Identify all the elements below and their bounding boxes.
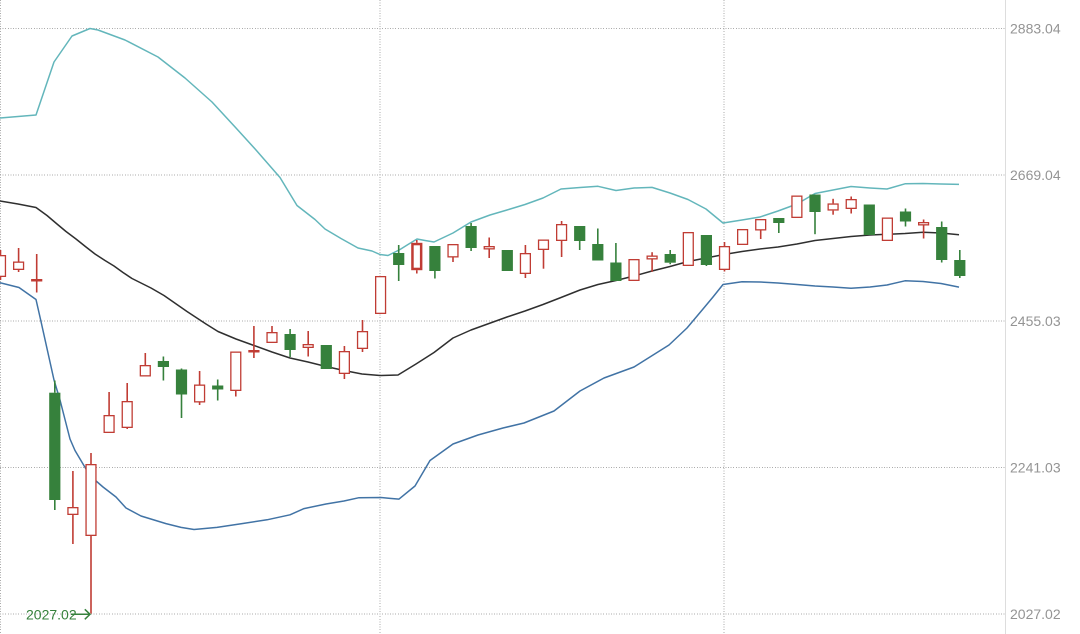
svg-text:2669.04: 2669.04 <box>1010 167 1061 183</box>
svg-text:2027.02: 2027.02 <box>1010 606 1061 622</box>
svg-text:2027.02: 2027.02 <box>26 607 77 623</box>
svg-text:2455.03: 2455.03 <box>1010 313 1061 329</box>
svg-text:2883.04: 2883.04 <box>1010 20 1061 36</box>
svg-text:2241.03: 2241.03 <box>1010 460 1061 476</box>
